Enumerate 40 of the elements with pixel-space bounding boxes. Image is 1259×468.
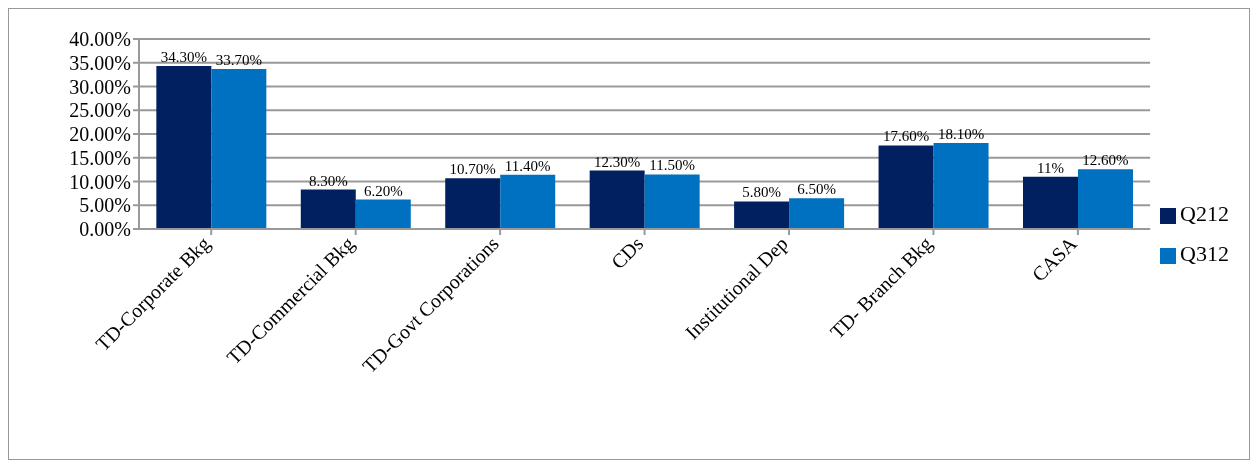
data-label: 11.40% xyxy=(504,157,551,174)
data-label: 11% xyxy=(1037,159,1064,176)
y-tick-label: 35.00% xyxy=(69,51,131,74)
y-tick-label: 20.00% xyxy=(69,123,131,146)
bar xyxy=(644,174,700,229)
y-tick-label: 30.00% xyxy=(69,75,131,98)
data-label: 6.50% xyxy=(797,181,836,198)
x-tick-label: CDs xyxy=(606,232,648,273)
bar xyxy=(300,189,356,229)
y-tick-label: 0.00% xyxy=(79,218,131,241)
data-label: 18.10% xyxy=(937,126,985,143)
bar xyxy=(933,143,989,229)
bar xyxy=(589,170,645,229)
bar xyxy=(789,198,845,229)
bar xyxy=(355,199,411,229)
bar xyxy=(500,174,556,229)
data-label: 34.30% xyxy=(160,49,207,66)
data-label: 12.60% xyxy=(1082,152,1129,169)
bar xyxy=(734,201,790,229)
data-label: 6.20% xyxy=(363,182,403,199)
data-label: 33.70% xyxy=(215,51,262,68)
y-tick-label: 15.00% xyxy=(69,146,131,169)
y-tick-label: 10.00% xyxy=(69,170,131,193)
data-label: 17.60% xyxy=(882,128,930,145)
bar xyxy=(211,68,267,229)
y-tick-label: 25.00% xyxy=(69,99,131,122)
data-label: 10.70% xyxy=(449,161,496,178)
bar xyxy=(156,66,212,229)
bar xyxy=(878,145,934,229)
bar xyxy=(1023,176,1078,229)
data-label: 12.30% xyxy=(594,153,641,170)
legend-label: Q312 xyxy=(1180,241,1229,266)
y-tick-label: 40.00% xyxy=(69,28,131,51)
data-label: 8.30% xyxy=(308,172,348,189)
data-label: 5.80% xyxy=(742,184,781,201)
y-tick-label: 5.00% xyxy=(79,194,131,217)
bar xyxy=(445,178,501,229)
data-label: 11.50% xyxy=(649,157,696,174)
legend-label: Q212 xyxy=(1180,201,1229,226)
bar xyxy=(1078,169,1133,229)
